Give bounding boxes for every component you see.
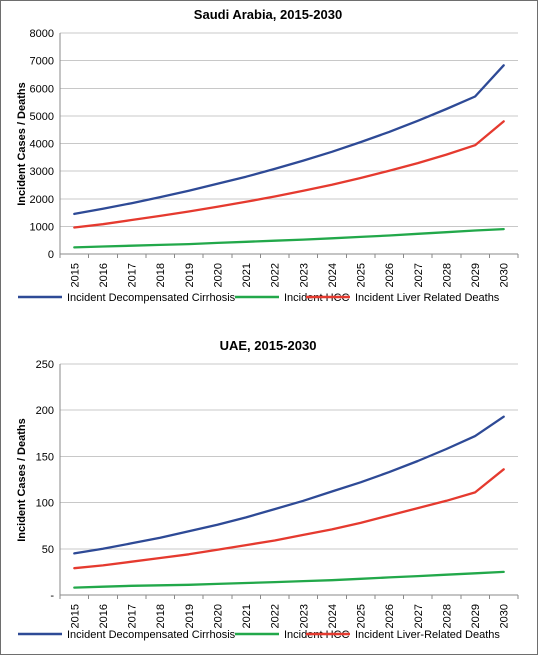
series-line-1 (73, 227, 505, 249)
x-tick-label: 2022 (270, 263, 282, 287)
x-tick-label: 2023 (298, 604, 310, 628)
x-tick-label: 2029 (470, 263, 482, 287)
x-tick-label: 2021 (241, 263, 253, 287)
y-tick-label: 0 (48, 249, 54, 261)
x-tick-label: 2021 (241, 604, 253, 628)
y-tick-label: 200 (36, 405, 54, 417)
y-tick-label: 6000 (30, 83, 54, 95)
x-tick-label: 2022 (270, 604, 282, 628)
y-tick-label: 2000 (30, 194, 54, 206)
y-tick-label: 3000 (30, 166, 54, 178)
y-tick-label: 1000 (30, 221, 54, 233)
x-tick-labels: 2015 2016 2017 2018 2019 2020 2021 2022 2023 2024… (69, 604, 510, 628)
series-line-2 (73, 468, 505, 570)
x-tick-label: 2015 (69, 263, 81, 287)
legend: Incident Decompensated Cirrhosis Incident… (18, 292, 500, 304)
x-tick-label: 2019 (184, 604, 196, 628)
series-line-1 (73, 570, 505, 589)
x-tick-label: 2016 (98, 263, 110, 287)
x-tick-label: 2019 (184, 263, 196, 287)
y-tick-label: 4000 (30, 139, 54, 151)
chart-uae: UAE, 2015-2030 Incident Cases / Deaths -… (16, 338, 519, 641)
y-tick-label: 100 (36, 498, 54, 510)
y-tick-labels: 0 1000 2000 3000 4000 5000 6000 7000 8000 (30, 28, 54, 261)
legend: Incident Decompensated Cirrhosis Incident… (18, 629, 500, 641)
y-tick-label: - (50, 590, 54, 602)
series-lines (73, 64, 505, 249)
x-tick-label: 2017 (127, 263, 139, 287)
x-tick-label: 2018 (155, 604, 167, 628)
x-tick-label: 2030 (499, 263, 511, 287)
chart-saudi-arabia: Saudi Arabia, 2015-2030 Incident Cases /… (16, 7, 519, 304)
chart-title: UAE, 2015-2030 (220, 338, 317, 353)
series-line-2 (73, 120, 505, 229)
x-tick-label: 2024 (327, 604, 339, 628)
x-tick-label: 2020 (212, 604, 224, 628)
x-tick-label: 2029 (470, 604, 482, 628)
x-tick-label: 2026 (384, 263, 396, 287)
legend-label: Incident Decompensated Cirrhosis (67, 629, 236, 641)
x-tick-label: 2027 (413, 604, 425, 628)
x-tick-label: 2027 (413, 263, 425, 287)
y-axis-label: Incident Cases / Deaths (16, 418, 28, 542)
x-tick-label: 2018 (155, 263, 167, 287)
axes (59, 364, 519, 599)
series-lines (73, 415, 505, 589)
x-tick-label: 2016 (98, 604, 110, 628)
gridlines (60, 32, 518, 227)
x-tick-label: 2025 (356, 263, 368, 287)
y-tick-labels: - 50 100 150 200 250 (36, 359, 55, 602)
x-tick-label: 2028 (441, 604, 453, 628)
y-tick-label: 7000 (30, 56, 54, 68)
legend-label: Incident Liver-Related Deaths (355, 629, 500, 641)
x-tick-label: 2020 (212, 263, 224, 287)
legend-label: Incident Decompensated Cirrhosis (67, 292, 236, 304)
x-tick-label: 2028 (441, 263, 453, 287)
x-tick-label: 2015 (69, 604, 81, 628)
x-tick-label: 2024 (327, 263, 339, 287)
series-line-0 (73, 64, 505, 216)
y-tick-label: 150 (36, 451, 54, 463)
y-tick-label: 8000 (30, 28, 54, 40)
series-line-0 (73, 415, 505, 555)
x-tick-label: 2023 (298, 263, 310, 287)
y-tick-label: 5000 (30, 111, 54, 123)
legend-label: Incident Liver Related Deaths (355, 292, 500, 304)
x-tick-label: 2026 (384, 604, 396, 628)
axes (59, 33, 519, 258)
x-tick-labels: 2015 2016 2017 2018 2019 2020 2021 2022 2023 2024… (69, 263, 510, 287)
y-axis-label: Incident Cases / Deaths (16, 82, 28, 206)
x-tick-label: 2025 (356, 604, 368, 628)
x-tick-label: 2030 (499, 604, 511, 628)
chart-title: Saudi Arabia, 2015-2030 (194, 7, 342, 22)
y-tick-label: 250 (36, 359, 54, 371)
x-tick-label: 2017 (127, 604, 139, 628)
y-tick-label: 50 (42, 544, 54, 556)
